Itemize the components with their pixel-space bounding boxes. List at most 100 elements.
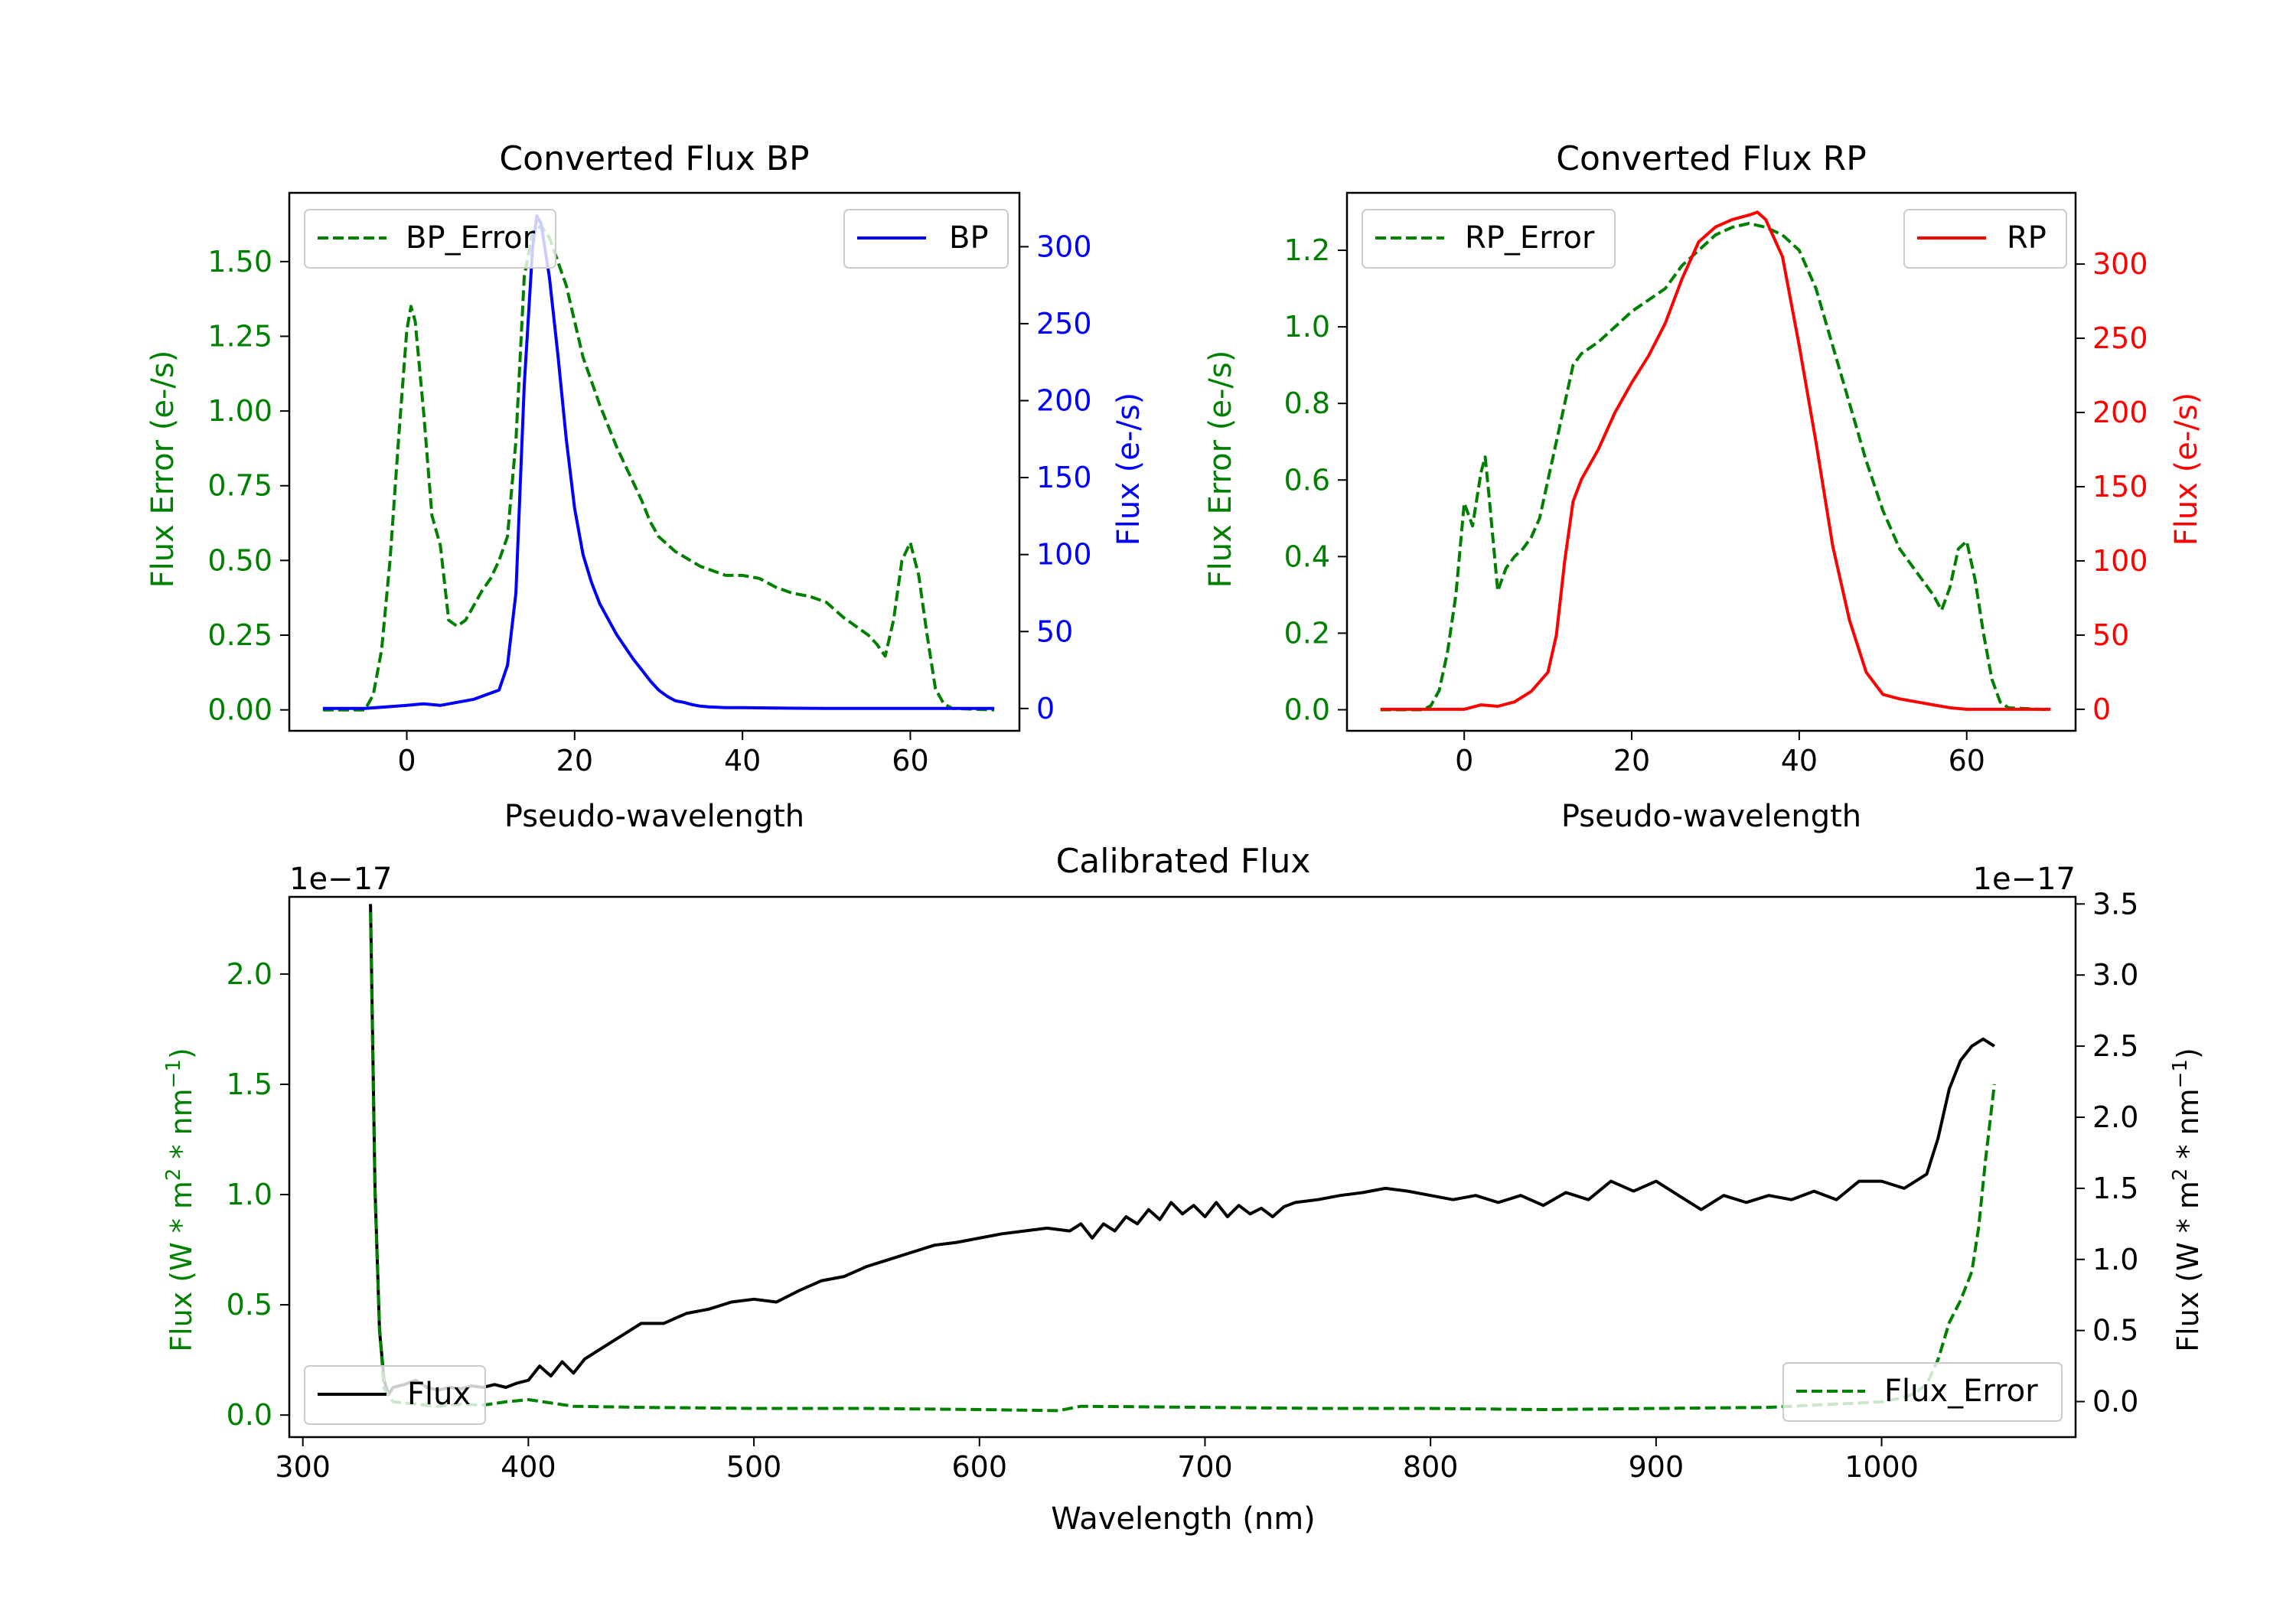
panel-bp-ytick-left-label: 0.75: [207, 469, 272, 503]
panel-calibrated-xtick-label: 500: [726, 1450, 782, 1484]
panel-calibrated-xlabel: Wavelength (nm): [1051, 1501, 1316, 1537]
panel-bp-ytick-left-label: 1.25: [207, 319, 272, 353]
panel-bp: 0 20 40 60 0.00 0.25 0.50 0.75 1.00 1.25 1.50 0 50 10…: [145, 139, 1146, 834]
panel-rp-legend-left: RP_Error: [1362, 209, 1616, 269]
panel-bp-ytick-right-label: 300: [1036, 230, 1092, 263]
panel-rp-xtick-label: 0: [1455, 744, 1473, 777]
panel-bp-xtick-label: 20: [556, 744, 593, 777]
panel-calibrated-ytick-left-label: 1.0: [227, 1178, 272, 1211]
panel-bp-ytick-right-label: 100: [1036, 538, 1092, 572]
panel-rp-ylabel-left: Flux Error (e-/s): [1203, 350, 1238, 588]
panel-calibrated-xtick-label: 800: [1403, 1450, 1459, 1484]
panel-calibrated-ytick-right-label: 0.0: [2092, 1385, 2138, 1419]
panel-calibrated-ylabel-left: Flux (W * m2 * nm−1): [162, 1048, 198, 1352]
panel-rp-ytick-left-label: 0.8: [1284, 386, 1330, 420]
panel-calibrated-offset-right: 1e−17: [1973, 862, 2076, 897]
panel-rp-xtick-label: 20: [1613, 744, 1650, 777]
panel-bp-ytick-left-label: 0.25: [207, 618, 272, 652]
panel-rp: 0 20 40 60 0.0 0.2 0.4 0.6 0.8 1.0 1.2 0 50 100 150 200…: [1203, 139, 2204, 834]
panel-rp-xtick-label: 60: [1949, 744, 1985, 777]
panel-bp-ytick-right-label: 150: [1036, 461, 1092, 494]
panel-bp-legend-right: BP: [843, 209, 1009, 269]
panel-rp-ytick-left-label: 0.4: [1284, 539, 1330, 573]
panel-calibrated: 300 400 500 600 700 800 900 1000 0.0 0.5 1.0 1.5 2.0…: [162, 842, 2205, 1537]
panel-bp-legend-right-label: BP: [949, 220, 989, 256]
panel-rp-legend-left-frame: [1362, 209, 1616, 269]
panel-rp-series-rp-error: [1380, 222, 2051, 712]
panel-bp-xtick-label: 0: [397, 744, 416, 777]
panel-calibrated-legend-right-label: Flux_Error: [1884, 1374, 2038, 1409]
panel-rp-axes-frame: [1345, 191, 2077, 732]
panel-rp-ytick-right-label: 150: [2092, 470, 2148, 504]
panel-bp-series-bp-error: [322, 224, 995, 712]
panel-rp-ytick-left-label: 1.0: [1284, 310, 1330, 344]
panel-bp-xtick-label: 60: [892, 744, 928, 777]
panel-rp-ytick-right-label: 100: [2092, 544, 2148, 578]
panel-calibrated-xtick-label: 900: [1629, 1450, 1684, 1484]
panel-calibrated-legend-left: Flux: [304, 1365, 486, 1425]
panel-bp-legend-left-frame: [304, 209, 556, 269]
panel-rp-xtick-label: 40: [1781, 744, 1818, 777]
panel-calibrated-xtick-label: 1000: [1844, 1450, 1919, 1484]
panel-calibrated-ytick-right-label: 1.5: [2092, 1172, 2138, 1205]
panel-calibrated-ylabel-right: Flux (W * m2 * nm−1): [2169, 1048, 2205, 1352]
panel-rp-legend-right: RP: [1903, 209, 2067, 269]
panel-calibrated-ytick-left-label: 0.5: [227, 1288, 272, 1322]
panel-bp-ytick-left-label: 0.00: [207, 693, 272, 727]
panel-rp-ytick-right-label: 0: [2092, 693, 2111, 726]
panel-bp-ytick-right-label: 0: [1036, 692, 1055, 725]
panel-rp-series-rp: [1380, 210, 2051, 711]
panel-bp-ytick-left-label: 1.00: [207, 394, 272, 428]
panel-rp-ytick-left-label: 1.2: [1284, 233, 1330, 267]
panel-bp-ytick-right-label: 250: [1036, 307, 1092, 341]
panel-bp-ytick-left-label: 0.50: [207, 543, 272, 577]
panel-rp-ylabel-right: Flux (e-/s): [2169, 393, 2204, 546]
panel-calibrated-series-flux: [369, 904, 1995, 1397]
panel-rp-ytick-right-label: 50: [2092, 618, 2129, 652]
panel-calibrated-axes-frame: [288, 895, 2077, 1439]
panel-bp-legend-left-label: BP_Error: [406, 220, 536, 256]
panel-calibrated-xtick-label: 700: [1177, 1450, 1233, 1484]
panel-bp-ytick-left-label: 1.50: [207, 245, 272, 279]
panel-rp-plot-area: 0 20 40 60 0.0 0.2 0.4 0.6 0.8 1.0 1.2 0 50 100 150 200…: [1284, 191, 2148, 777]
panel-rp-ytick-left-label: 0.2: [1284, 616, 1330, 650]
panel-calibrated-xtick-label: 300: [275, 1450, 331, 1484]
panel-calibrated-ytick-left-label: 1.5: [227, 1068, 272, 1101]
panel-bp-ylabel-left: Flux Error (e-/s): [145, 350, 181, 588]
panel-calibrated-legend-right-frame: [1782, 1362, 2063, 1422]
panel-bp-ytick-right-label: 50: [1036, 614, 1073, 648]
panel-calibrated-legend-left-frame: [304, 1365, 486, 1425]
panel-calibrated-ytick-left-label: 0.0: [227, 1398, 272, 1432]
panel-calibrated-ytick-right-label: 3.5: [2092, 887, 2138, 921]
panel-calibrated-ytick-right-label: 1.0: [2092, 1243, 2138, 1276]
panel-rp-legend-left-label: RP_Error: [1465, 220, 1595, 256]
panel-bp-axes-frame: [288, 191, 1021, 732]
panel-bp-ylabel-right: Flux (e-/s): [1111, 393, 1146, 546]
panel-bp-xtick-label: 40: [724, 744, 761, 777]
panel-calibrated-ytick-right-label: 3.0: [2092, 958, 2138, 992]
panel-calibrated-legend-left-label: Flux: [407, 1377, 471, 1412]
panel-calibrated-offset-left: 1e−17: [289, 862, 392, 897]
panel-calibrated-title: Calibrated Flux: [1056, 842, 1311, 881]
panel-rp-title: Converted Flux RP: [1556, 139, 1867, 178]
panel-bp-xlabel: Pseudo-wavelength: [504, 799, 804, 834]
panel-bp-ytick-right-label: 200: [1036, 384, 1092, 418]
panel-calibrated-legend-right: Flux_Error: [1782, 1362, 2063, 1422]
panel-bp-series-bp: [322, 214, 995, 710]
panel-bp-plot-area: 0 20 40 60 0.00 0.25 0.50 0.75 1.00 1.25 1.50 0 50 10…: [207, 191, 1092, 777]
panel-calibrated-ytick-right-label: 2.0: [2092, 1100, 2138, 1134]
panel-bp-title: Converted Flux BP: [499, 139, 809, 178]
panel-rp-ytick-left-label: 0.6: [1284, 463, 1330, 497]
panel-calibrated-ytick-right-label: 0.5: [2092, 1314, 2138, 1348]
panel-calibrated-ytick-left-label: 2.0: [227, 957, 272, 991]
panel-rp-xlabel: Pseudo-wavelength: [1561, 799, 1861, 834]
panel-calibrated-xtick-label: 400: [501, 1450, 556, 1484]
panel-bp-legend-left: BP_Error: [304, 209, 556, 269]
panel-calibrated-ytick-right-label: 2.5: [2092, 1029, 2138, 1063]
panel-rp-ytick-right-label: 200: [2092, 396, 2148, 429]
panel-rp-ytick-right-label: 250: [2092, 321, 2148, 355]
panel-calibrated-xtick-label: 600: [952, 1450, 1008, 1484]
panel-rp-ytick-right-label: 300: [2092, 247, 2148, 281]
panel-rp-legend-right-label: RP: [2007, 220, 2047, 256]
